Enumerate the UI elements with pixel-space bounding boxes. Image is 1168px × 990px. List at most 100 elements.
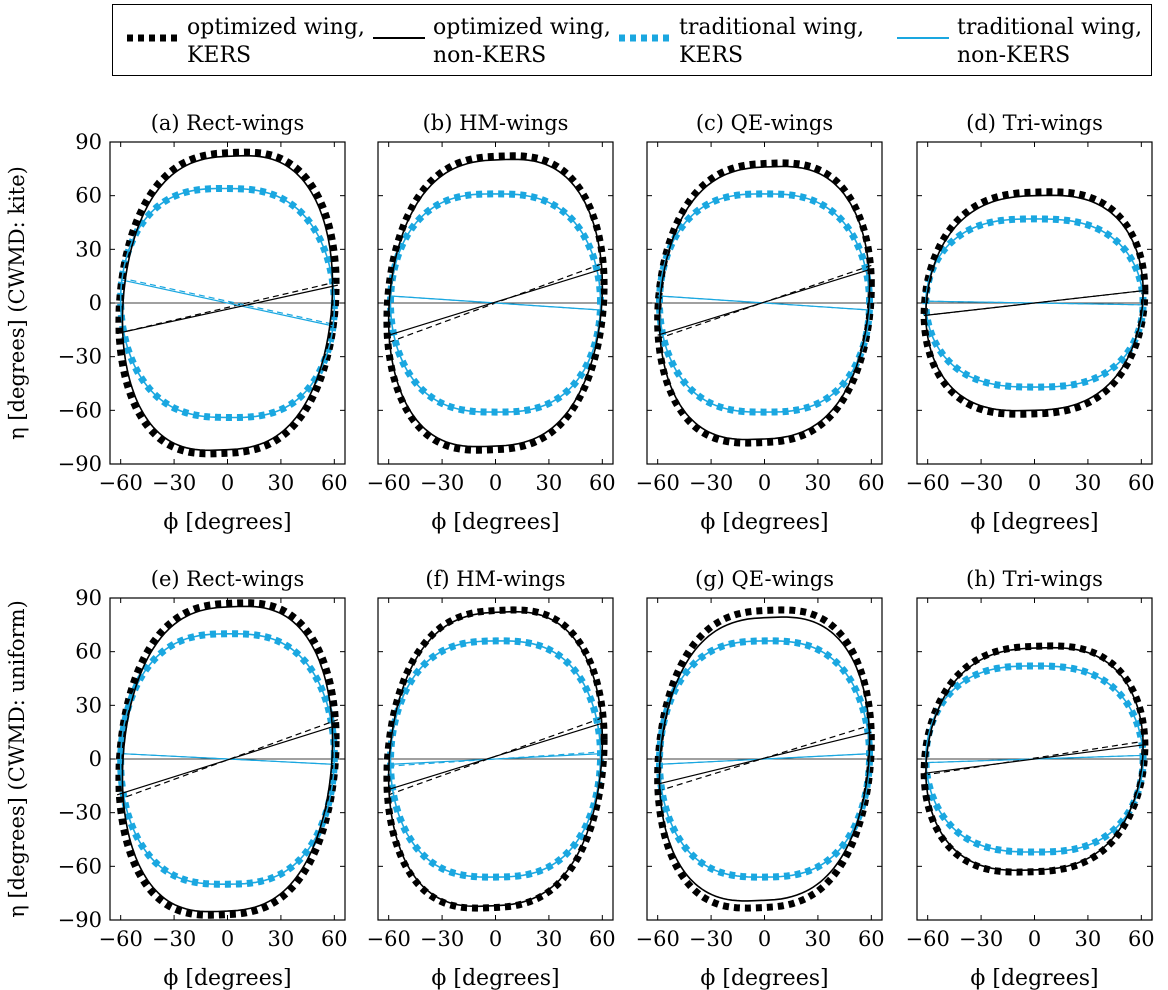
x-axis-label: ϕ [degrees] xyxy=(163,510,291,535)
series-stroke-line xyxy=(388,751,603,767)
y-axis-label: η [degrees] (CWMD: kite) xyxy=(5,166,29,440)
y-tick-label: −90 xyxy=(58,452,102,476)
series-stroke-line xyxy=(388,268,603,336)
series-loop xyxy=(920,188,1149,418)
y-tick-label: −30 xyxy=(58,801,102,825)
series-loop xyxy=(121,605,334,913)
x-tick-label: 30 xyxy=(268,471,295,495)
plot-frame xyxy=(646,597,883,921)
x-tick-label: 0 xyxy=(221,471,234,495)
series-stroke-line xyxy=(924,740,1145,776)
series-loop xyxy=(658,616,871,902)
series-loop xyxy=(115,599,340,919)
x-tick-label: −60 xyxy=(636,471,680,495)
x-tick-label: −60 xyxy=(636,927,680,951)
plot-frame xyxy=(109,597,346,921)
plot-frame xyxy=(916,141,1153,465)
subplot-title: (d) Tri-wings xyxy=(966,111,1103,135)
legend-item-traditional-kers: traditional wing, KERS xyxy=(617,14,877,70)
x-axis-label: ϕ [degrees] xyxy=(163,966,291,990)
legend-item-optimized-kers: optimized wing, KERS xyxy=(125,14,365,70)
legend-label: optimized wing, non-KERS xyxy=(433,15,611,68)
subplot xyxy=(646,141,883,465)
x-tick-label: −60 xyxy=(99,927,143,951)
x-tick-label: −60 xyxy=(906,471,950,495)
plot-frame xyxy=(377,597,614,921)
y-axis-label: η [degrees] (CWMD: uniform) xyxy=(5,600,29,918)
series-loop xyxy=(654,606,875,912)
x-axis-label: ϕ [degrees] xyxy=(431,966,559,990)
x-tick-label: 0 xyxy=(489,471,502,495)
x-tick-label: −30 xyxy=(959,471,1003,495)
x-tick-label: −30 xyxy=(152,927,196,951)
x-tick-label: 60 xyxy=(1128,927,1155,951)
x-axis-label: ϕ [degrees] xyxy=(970,510,1098,535)
plot-frame xyxy=(916,597,1153,921)
series-stroke-line xyxy=(388,722,603,790)
x-tick-label: −60 xyxy=(99,471,143,495)
y-tick-label: 90 xyxy=(75,130,102,154)
series-loop xyxy=(654,159,875,447)
subplot xyxy=(377,141,614,465)
subplot-title: (f) HM-wings xyxy=(425,567,565,591)
legend-label: optimized wing, KERS xyxy=(187,15,365,68)
subplot xyxy=(916,597,1153,921)
series-loop xyxy=(119,632,336,886)
x-tick-label: 60 xyxy=(589,927,616,951)
y-tick-label: 90 xyxy=(75,586,102,610)
plot-frame xyxy=(646,141,883,465)
y-tick-label: 60 xyxy=(75,184,102,208)
y-tick-label: 60 xyxy=(75,640,102,664)
subplot xyxy=(109,597,346,921)
y-tick-label: −90 xyxy=(58,908,102,932)
x-tick-label: 60 xyxy=(589,471,616,495)
series-stroke-line xyxy=(116,280,339,334)
x-tick-label: 30 xyxy=(1075,471,1102,495)
x-axis-label: ϕ [degrees] xyxy=(700,966,828,990)
y-tick-label: −60 xyxy=(58,398,102,422)
series-stroke-line xyxy=(120,277,335,326)
series-stroke-line xyxy=(120,753,335,765)
subplot-title: (a) Rect-wings xyxy=(151,111,305,135)
x-tick-label: 30 xyxy=(805,927,832,951)
legend-item-optimized-non-kers: optimized wing, non-KERS xyxy=(371,14,611,70)
series-loop xyxy=(389,193,602,413)
legend-item-traditional-non-kers: traditional wing, non-KERS xyxy=(895,14,1145,70)
plot-frame xyxy=(377,141,614,465)
series-stroke-line xyxy=(116,284,339,334)
x-tick-label: 60 xyxy=(858,927,885,951)
series-stroke-line xyxy=(924,289,1145,317)
series-loop xyxy=(121,154,334,452)
series-stroke-line xyxy=(116,724,339,796)
series-loop xyxy=(119,187,336,419)
x-tick-label: −30 xyxy=(689,927,733,951)
legend-swatch-solid-black-icon xyxy=(373,37,425,39)
x-tick-label: 60 xyxy=(858,471,885,495)
x-axis-label: ϕ [degrees] xyxy=(970,966,1098,990)
y-tick-label: −60 xyxy=(58,854,102,878)
series-loop xyxy=(387,158,604,448)
subplot-title: (g) QE-wings xyxy=(695,567,834,591)
series-loop xyxy=(658,165,871,441)
series-stroke-line xyxy=(120,279,335,327)
subplot-title: (b) HM-wings xyxy=(423,111,569,135)
series-loop xyxy=(920,642,1149,876)
legend-swatch-dotted-black-icon xyxy=(127,34,179,42)
series-stroke-line xyxy=(657,295,872,311)
y-tick-label: 30 xyxy=(75,237,102,261)
legend: optimized wing, KERS optimized wing, non-K… xyxy=(112,4,1152,76)
x-tick-label: 60 xyxy=(321,927,348,951)
x-axis-label: ϕ [degrees] xyxy=(431,510,559,535)
x-tick-label: 30 xyxy=(536,471,563,495)
series-stroke-line xyxy=(657,753,872,765)
x-tick-label: −60 xyxy=(367,471,411,495)
legend-label: traditional wing, non-KERS xyxy=(957,15,1143,68)
subplot xyxy=(377,597,614,921)
subplot xyxy=(916,141,1153,465)
series-stroke-line xyxy=(116,719,339,801)
y-tick-label: 0 xyxy=(89,291,102,315)
subplot-title: (h) Tri-wings xyxy=(966,567,1103,591)
series-stroke-line xyxy=(388,295,603,311)
x-tick-label: 0 xyxy=(758,471,771,495)
